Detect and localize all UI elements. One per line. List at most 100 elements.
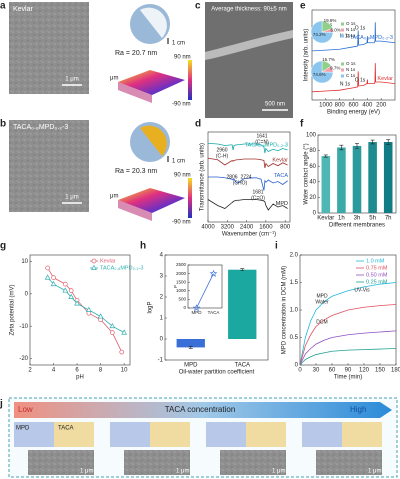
x-tick-label: 200 bbox=[376, 103, 387, 109]
series-line bbox=[299, 304, 397, 366]
colorbar-min: -90 nm bbox=[172, 102, 191, 108]
axis-label: TACA concentration bbox=[165, 405, 236, 414]
x-axis-label: pH bbox=[76, 375, 84, 381]
series-line bbox=[208, 176, 288, 191]
series-line bbox=[311, 22, 396, 52]
scale-label: 1 μm bbox=[65, 195, 78, 201]
y-tick-label: 0 bbox=[25, 291, 29, 297]
x-tick-label: 30 bbox=[313, 368, 320, 374]
taca-phase bbox=[54, 422, 94, 447]
scale-label: 500 nm bbox=[265, 102, 285, 108]
taca-phase bbox=[150, 422, 190, 447]
low-label: Low bbox=[18, 405, 33, 414]
legend-label: N 1s bbox=[346, 27, 356, 32]
bar bbox=[368, 142, 377, 213]
mpd-phase bbox=[110, 422, 150, 447]
scale-label: 1 μm bbox=[65, 77, 78, 83]
colorbar bbox=[188, 60, 192, 100]
roughness: Ra = 20.3 nm bbox=[115, 168, 157, 175]
y-axis-label: Zeta potential (mV) bbox=[10, 284, 16, 335]
panel-label: c bbox=[195, 1, 201, 12]
scale-label: 1 μm bbox=[176, 469, 189, 475]
panel-label: f bbox=[300, 119, 304, 130]
marker bbox=[51, 275, 56, 280]
x-tick-label: 5h bbox=[369, 216, 376, 222]
x-tick-label: 1h bbox=[338, 216, 345, 222]
schematics bbox=[14, 422, 382, 475]
roughness: Ra = 20.7 nm bbox=[115, 50, 157, 57]
gradient-arrow bbox=[14, 402, 392, 418]
scale-label: 1 μm bbox=[272, 469, 285, 475]
x-tick-label: 400 bbox=[362, 103, 373, 109]
series-line bbox=[299, 348, 397, 366]
marker bbox=[119, 349, 125, 355]
afm-side bbox=[118, 200, 152, 221]
marker bbox=[62, 281, 68, 287]
y-tick-label: 60 bbox=[309, 164, 316, 170]
x-tick-label: 1600 bbox=[259, 225, 273, 231]
x-tick-label: 4 bbox=[52, 368, 56, 374]
x-tick-label: Kevlar bbox=[317, 216, 334, 222]
panel-j: j Low TACA concentration High MPD TACA 1… bbox=[0, 397, 398, 478]
legend-label: Kevlar bbox=[272, 157, 288, 163]
x-tick-label: 0 bbox=[298, 368, 302, 374]
y-tick-label: 500 bbox=[178, 297, 186, 302]
sem-image bbox=[124, 450, 190, 475]
y-tick-label: 2 bbox=[160, 295, 164, 301]
x-tick-label: 180 bbox=[391, 368, 400, 374]
marker bbox=[50, 280, 57, 287]
y-tick-label: -10 bbox=[19, 324, 28, 330]
scale-label: 1 μm bbox=[368, 469, 381, 475]
legend-label: TACA₀.₈MPD₀.₂-3 bbox=[245, 142, 288, 148]
x-tick-label: 1000 bbox=[319, 103, 333, 109]
x-tick-label: 2 bbox=[28, 368, 32, 374]
x-tick-label: 800 bbox=[335, 103, 346, 109]
error-bar bbox=[323, 154, 328, 158]
taca-phase bbox=[246, 422, 286, 447]
marker bbox=[192, 304, 201, 312]
annotation: 2806 bbox=[226, 174, 237, 180]
bar bbox=[176, 339, 205, 348]
panel-c: c Average thickness: 90±5 nm 500 nm bbox=[195, 1, 293, 118]
film bbox=[205, 30, 293, 60]
y-tick-label: 3 bbox=[160, 274, 164, 280]
x-tick-label: 10 bbox=[121, 368, 128, 374]
legend-label: Kevlar bbox=[100, 258, 116, 264]
marker bbox=[91, 258, 97, 264]
legend-swatch bbox=[341, 68, 344, 72]
marker bbox=[97, 313, 104, 319]
plot-frame bbox=[29, 254, 131, 366]
sem-image bbox=[9, 2, 89, 94]
phase-label: MPD bbox=[16, 426, 30, 432]
membrane bbox=[140, 7, 167, 39]
x-tick-label: 3h bbox=[354, 216, 361, 222]
y-axis-label: Intensity (arb. units) bbox=[304, 29, 310, 82]
y-tick-label: 0 bbox=[183, 305, 186, 310]
y-axis-label: P bbox=[173, 285, 178, 288]
annotation: MPD bbox=[316, 293, 328, 299]
annotation: (C=N) bbox=[255, 139, 269, 145]
series-line bbox=[311, 63, 396, 93]
sem-image bbox=[220, 450, 286, 475]
bar bbox=[337, 147, 346, 213]
mpd-phase bbox=[206, 422, 246, 447]
x-tick-label: 600 bbox=[348, 103, 359, 109]
error-bar bbox=[188, 346, 193, 349]
x-tick-label: 60 bbox=[329, 368, 336, 374]
x-tick-label: TACA bbox=[208, 310, 220, 315]
legend-swatch bbox=[341, 62, 344, 66]
annotation: O 1s bbox=[355, 77, 366, 83]
y-tick-label: 0 bbox=[313, 211, 317, 217]
series-line bbox=[47, 267, 123, 353]
marker bbox=[62, 287, 69, 293]
annotation: 1641 bbox=[256, 133, 267, 139]
annotation: UV-Vis bbox=[354, 287, 370, 293]
legend-swatch bbox=[341, 74, 344, 78]
legend-swatch bbox=[341, 28, 344, 32]
y-tick-label: 4 bbox=[160, 253, 164, 259]
tem-image bbox=[205, 2, 293, 118]
marker bbox=[74, 300, 80, 306]
annotation: 2724 bbox=[240, 174, 251, 180]
y-axis-label: Transmittance (arb. units) bbox=[200, 143, 206, 211]
